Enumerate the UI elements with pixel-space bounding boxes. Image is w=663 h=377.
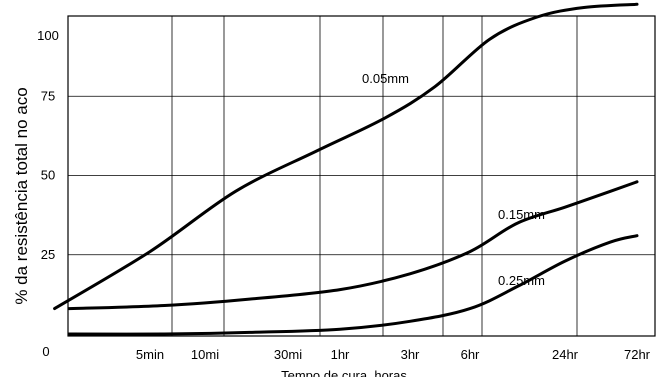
series-line-2 [67, 234, 639, 336]
y-tick-label-4: 100 [37, 28, 59, 43]
series-labels: 0.05mm 0.15mm 0.25mm [362, 71, 545, 288]
series-label-0: 0.05mm [362, 71, 409, 86]
y-tick-label-0: 0 [42, 344, 49, 359]
x-tick-labels: 5min 10mi 30mi 1hr 3hr 6hr 24hr 72hr [136, 347, 651, 362]
series-line-0 [53, 2, 639, 311]
series-lines [53, 2, 639, 336]
x-tick-label-1: 10mi [191, 347, 219, 362]
y-tick-label-3: 75 [41, 88, 55, 103]
plot-frame [67, 15, 656, 337]
x-tick-label-4: 3hr [401, 347, 420, 362]
x-tick-label-2: 30mi [274, 347, 302, 362]
x-tick-label-6: 24hr [552, 347, 579, 362]
y-tick-label-2: 50 [41, 168, 55, 183]
x-tick-label-0: 5min [136, 347, 164, 362]
x-tick-label-5: 6hr [461, 347, 480, 362]
series-label-2: 0.25mm [498, 273, 545, 288]
x-tick-label-7: 72hr [624, 347, 651, 362]
y-tick-labels: 0 25 50 75 100 [37, 28, 59, 359]
grid [68, 16, 655, 336]
series-label-1: 0.15mm [498, 207, 545, 222]
y-axis-title: % da resistência total no aco [12, 87, 31, 304]
series-line-1 [67, 180, 639, 311]
x-axis-title: Tempo de cura, horas [281, 368, 407, 377]
y-tick-label-1: 25 [41, 247, 55, 262]
x-tick-label-3: 1hr [331, 347, 350, 362]
